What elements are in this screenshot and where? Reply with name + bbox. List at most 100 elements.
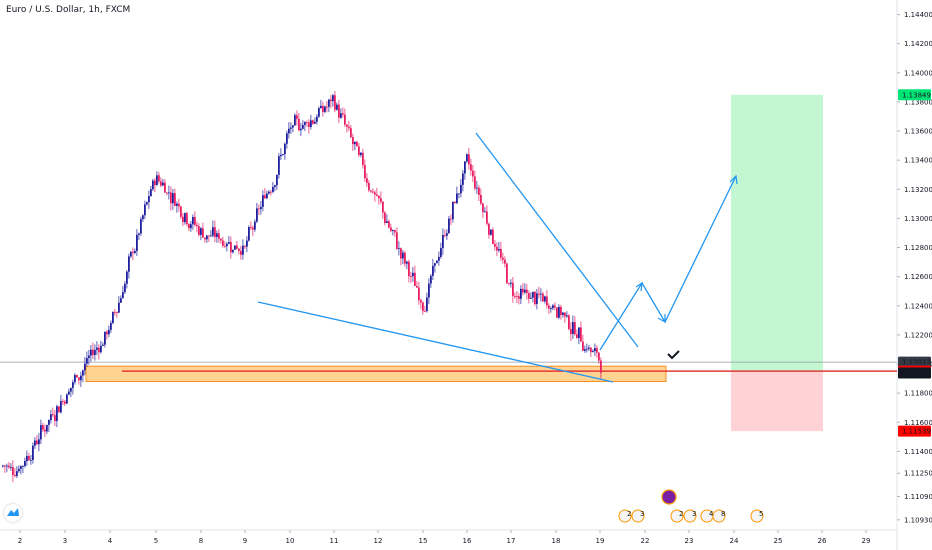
candle-body [520, 288, 522, 299]
candle-body [204, 237, 206, 240]
candle-body [264, 195, 266, 199]
candle-body [434, 263, 436, 266]
candle-body [190, 224, 192, 229]
event-marker-label: 3 [640, 510, 644, 518]
candle-body [478, 187, 480, 195]
candle-body [194, 216, 196, 225]
candle-body [108, 329, 110, 335]
candle-body [52, 414, 54, 416]
candle-body [474, 176, 476, 189]
candle-body [526, 289, 528, 293]
candle-body [426, 297, 428, 312]
candle-body [206, 235, 208, 240]
y-tick-label: 1.13600 [904, 128, 932, 136]
candle-body [260, 206, 262, 210]
candle-body [116, 311, 118, 313]
candle-body [580, 327, 582, 342]
candle-body [262, 195, 264, 207]
event-marker-icon [631, 509, 645, 523]
candle-body [328, 99, 330, 107]
candle-body [554, 305, 556, 308]
candle-body [542, 293, 544, 302]
candle-body [490, 229, 492, 235]
candle-body [176, 203, 178, 206]
candle-body [308, 122, 310, 128]
candle-body [50, 414, 52, 421]
candle-body [390, 227, 392, 231]
candle-body [252, 227, 254, 230]
y-tick-label: 1.12400 [904, 302, 932, 310]
y-tick-label: 1.12200 [904, 331, 932, 339]
y-tick-label: 1.11090 [904, 493, 932, 501]
candle-body [40, 425, 42, 440]
candle-body [406, 261, 408, 264]
candle-body [92, 349, 94, 355]
candle-body [514, 296, 516, 297]
candle-body [498, 248, 500, 251]
candle-body [14, 475, 16, 476]
candle-body [192, 216, 194, 225]
price-label-text: 1.11938 [902, 370, 931, 378]
candle-body [136, 234, 138, 251]
candle-body [326, 106, 328, 108]
candle-body [590, 347, 592, 353]
projected-arrowhead [657, 314, 666, 324]
candle-body [10, 467, 12, 468]
y-tick-label: 1.11600 [904, 419, 932, 427]
x-tick-label: 29 [862, 537, 871, 545]
candle-body [2, 465, 4, 467]
candle-body [200, 228, 202, 235]
x-tick-label: 3 [63, 537, 67, 545]
candle-body [546, 296, 548, 306]
candle-body [472, 170, 474, 177]
candle-body [400, 248, 402, 259]
candle-body [370, 190, 372, 192]
candle-body [330, 99, 332, 102]
candle-body [70, 387, 72, 392]
candle-body [576, 334, 578, 338]
event-marker-icon [712, 509, 726, 523]
projected-arrowhead [635, 281, 643, 292]
candle-body [110, 323, 112, 330]
candle-body [182, 216, 184, 223]
candle-body [470, 164, 472, 171]
candle-body [230, 242, 232, 253]
candle-body [464, 161, 466, 174]
candle-body [420, 300, 422, 303]
candle-body [298, 118, 300, 131]
event-marker-icon [661, 489, 677, 505]
tradingview-logo-icon[interactable] [4, 504, 22, 522]
price-label-tag [898, 425, 931, 437]
candle-body [8, 465, 10, 468]
projected-path [599, 175, 737, 351]
candle-body [114, 311, 116, 313]
candle-body [334, 95, 336, 110]
candle-body [422, 302, 424, 312]
candle-body [440, 248, 442, 257]
candle-body [568, 315, 570, 330]
candle-body [184, 213, 186, 223]
candle-body [16, 471, 18, 476]
candle-body [482, 203, 484, 213]
candle-body [4, 465, 6, 467]
candle-body [530, 297, 532, 299]
candle-body [496, 246, 498, 251]
price-label-text: 1.13849 [902, 91, 931, 99]
candle-body [58, 406, 60, 413]
candle-body [292, 125, 294, 128]
candle-body [556, 307, 558, 318]
candle-body [444, 235, 446, 236]
y-tick-label: 1.13000 [904, 215, 932, 223]
x-tick-label: 11 [330, 537, 339, 545]
candle-body [416, 286, 418, 288]
candle-body [508, 283, 510, 285]
candle-body [76, 375, 78, 378]
candle-body [72, 382, 74, 388]
y-tick-label: 1.12600 [904, 273, 932, 281]
candle-body [310, 120, 312, 128]
candle-body [202, 228, 204, 238]
candle-body [122, 292, 124, 299]
candle-body [214, 227, 216, 237]
candle-body [188, 223, 190, 229]
